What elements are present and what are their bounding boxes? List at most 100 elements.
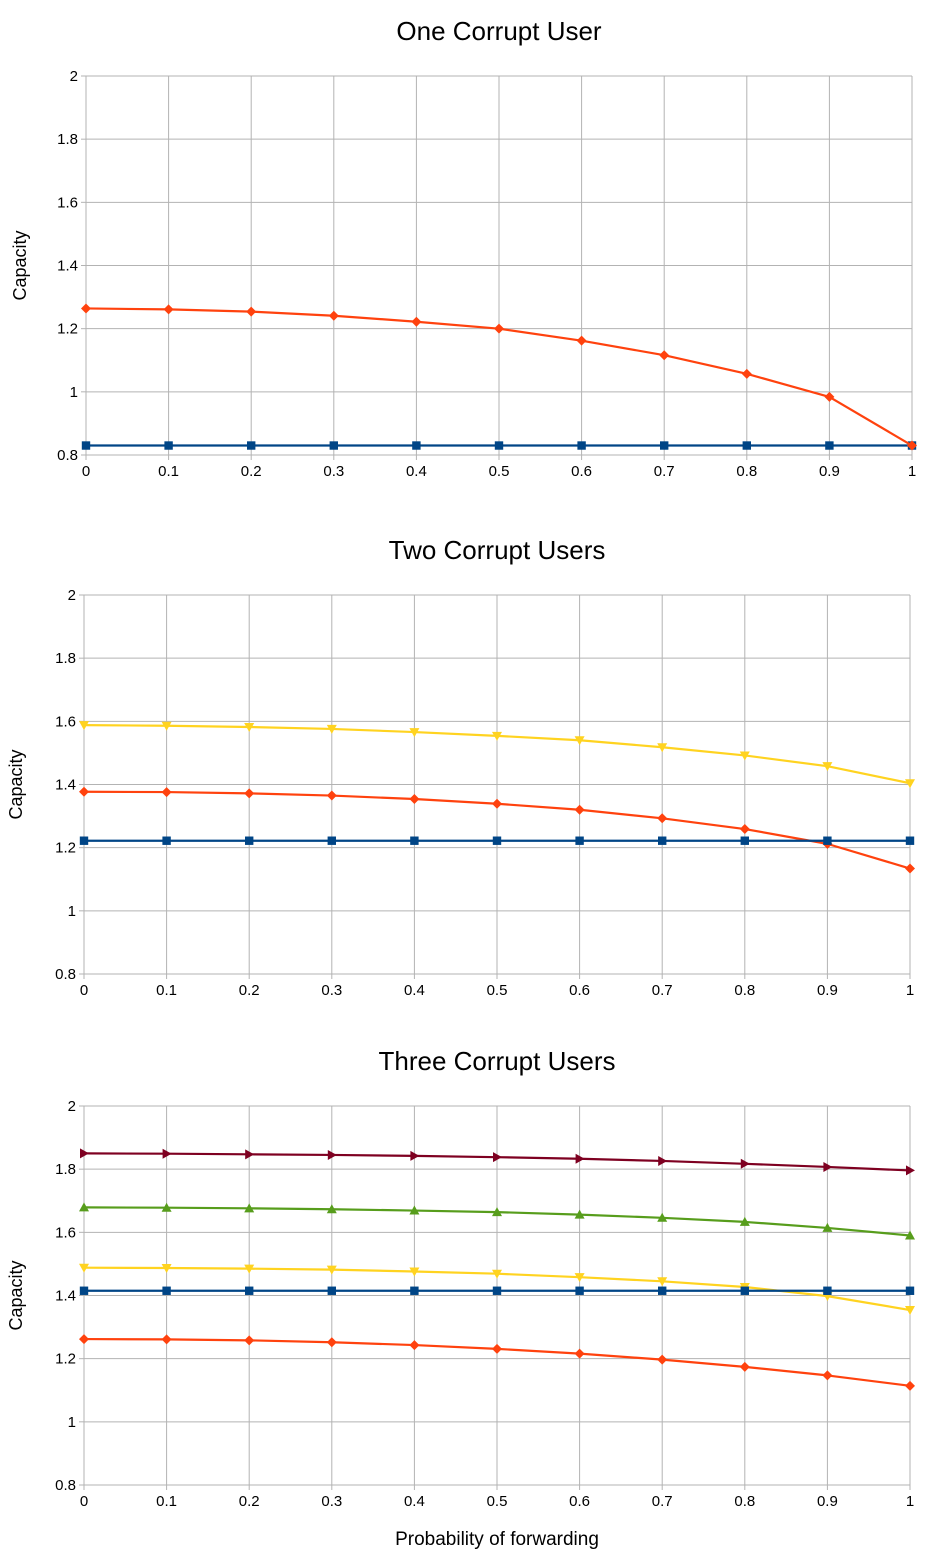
data-point — [739, 824, 750, 835]
y-axis-label: Capacity — [6, 749, 26, 819]
x-tick-label: 0.6 — [569, 1493, 590, 1510]
data-point — [245, 1286, 254, 1295]
data-point — [327, 1286, 336, 1295]
chart-title: Three Corrupt Users — [379, 1046, 616, 1076]
data-point — [575, 836, 584, 845]
y-tick-label: 1.6 — [55, 1224, 76, 1241]
x-tick-label: 0.6 — [571, 463, 592, 480]
data-point — [492, 1343, 502, 1354]
x-tick-label: 0.2 — [239, 1493, 260, 1510]
data-point — [823, 1161, 833, 1172]
x-tick-label: 0.7 — [652, 982, 673, 999]
data-point — [79, 1286, 89, 1295]
series-5 — [79, 1334, 915, 1391]
data-point — [492, 1207, 502, 1217]
data-point — [740, 1286, 749, 1295]
y-tick-label: 0.8 — [55, 966, 76, 983]
y-tick-label: 1.4 — [55, 777, 76, 794]
data-point — [81, 441, 91, 450]
y-tick-label: 1 — [70, 384, 78, 401]
data-point — [905, 836, 915, 845]
y-tick-label: 1.4 — [57, 258, 78, 275]
data-point — [494, 441, 504, 450]
data-point — [409, 1267, 420, 1277]
data-point — [822, 762, 833, 772]
data-point — [79, 721, 89, 731]
x-tick-label: 0.8 — [734, 1493, 755, 1510]
y-axis-label: Capacity — [10, 230, 30, 300]
data-point — [329, 441, 338, 450]
y-tick-label: 1.8 — [57, 131, 78, 148]
data-point — [660, 441, 669, 450]
y-tick-label: 2 — [68, 1098, 76, 1115]
data-point — [244, 723, 255, 733]
x-tick-label: 0.8 — [736, 463, 757, 480]
data-point — [326, 1204, 337, 1214]
data-point — [906, 1165, 915, 1176]
data-point — [409, 1205, 420, 1215]
data-point — [326, 1337, 337, 1348]
series-2 — [79, 786, 915, 874]
data-point — [161, 1202, 172, 1212]
data-point — [162, 1148, 172, 1159]
series-3 — [79, 836, 915, 845]
data-point — [657, 1277, 668, 1287]
y-tick-label: 1.8 — [55, 1161, 76, 1178]
data-point — [81, 303, 91, 314]
data-point — [247, 441, 256, 450]
x-tick-label: 0.3 — [323, 463, 344, 480]
data-point — [161, 1264, 172, 1274]
data-point — [246, 306, 257, 317]
data-point — [327, 836, 336, 845]
data-point — [161, 721, 172, 731]
data-point — [79, 1202, 89, 1212]
x-tick-label: 0.9 — [817, 1493, 838, 1510]
data-point — [493, 1152, 502, 1163]
data-point — [410, 1286, 419, 1295]
data-point — [905, 1306, 915, 1316]
data-point — [825, 441, 834, 450]
data-point — [492, 836, 502, 845]
y-tick-label: 1.2 — [57, 321, 78, 338]
data-point — [244, 788, 255, 799]
y-tick-label: 1.6 — [55, 713, 76, 730]
x-tick-label: 0 — [80, 982, 88, 999]
data-point — [905, 1286, 915, 1295]
x-tick-label: 0.8 — [734, 982, 755, 999]
x-tick-label: 0.1 — [156, 1493, 177, 1510]
data-point — [244, 1335, 255, 1346]
series-1 — [79, 721, 915, 789]
data-point — [824, 391, 835, 402]
data-point — [739, 1216, 750, 1226]
x-tick-label: 0.2 — [239, 982, 260, 999]
series-1 — [81, 441, 917, 450]
chart-title: Two Corrupt Users — [389, 535, 606, 565]
y-tick-label: 1.6 — [57, 194, 78, 211]
data-point — [823, 1286, 832, 1295]
x-tick-label: 0.7 — [654, 463, 675, 480]
data-point — [659, 350, 670, 361]
x-tick-label: 0.9 — [819, 463, 840, 480]
x-tick-label: 0.9 — [817, 982, 838, 999]
data-point — [740, 836, 749, 845]
chart-2: Two Corrupt Users 0.8 1 1.2 1.4 1.6 1.8 2 0 0.1 0.… — [6, 535, 915, 999]
x-tick-label: 0.3 — [321, 1493, 342, 1510]
data-point — [907, 440, 917, 451]
y-tick-label: 1.2 — [55, 1351, 76, 1368]
data-point — [740, 1158, 750, 1169]
data-point — [328, 310, 339, 321]
data-point — [905, 1380, 915, 1391]
chart-1: One Corrupt User 0.8 1 1.2 1.4 1.6 1.8 2 0 0.1 0.2… — [10, 16, 917, 480]
data-point — [739, 751, 750, 761]
x-tick-label: 0.7 — [652, 1493, 673, 1510]
x-tick-label: 0.6 — [569, 982, 590, 999]
data-point — [575, 1286, 584, 1295]
y-tick-label: 1 — [68, 903, 76, 920]
y-tick-label: 1.2 — [55, 840, 76, 857]
series-2 — [79, 1202, 915, 1240]
data-point — [410, 1150, 420, 1161]
series-2 — [81, 303, 917, 451]
data-point — [162, 1286, 171, 1295]
data-point — [576, 335, 587, 346]
